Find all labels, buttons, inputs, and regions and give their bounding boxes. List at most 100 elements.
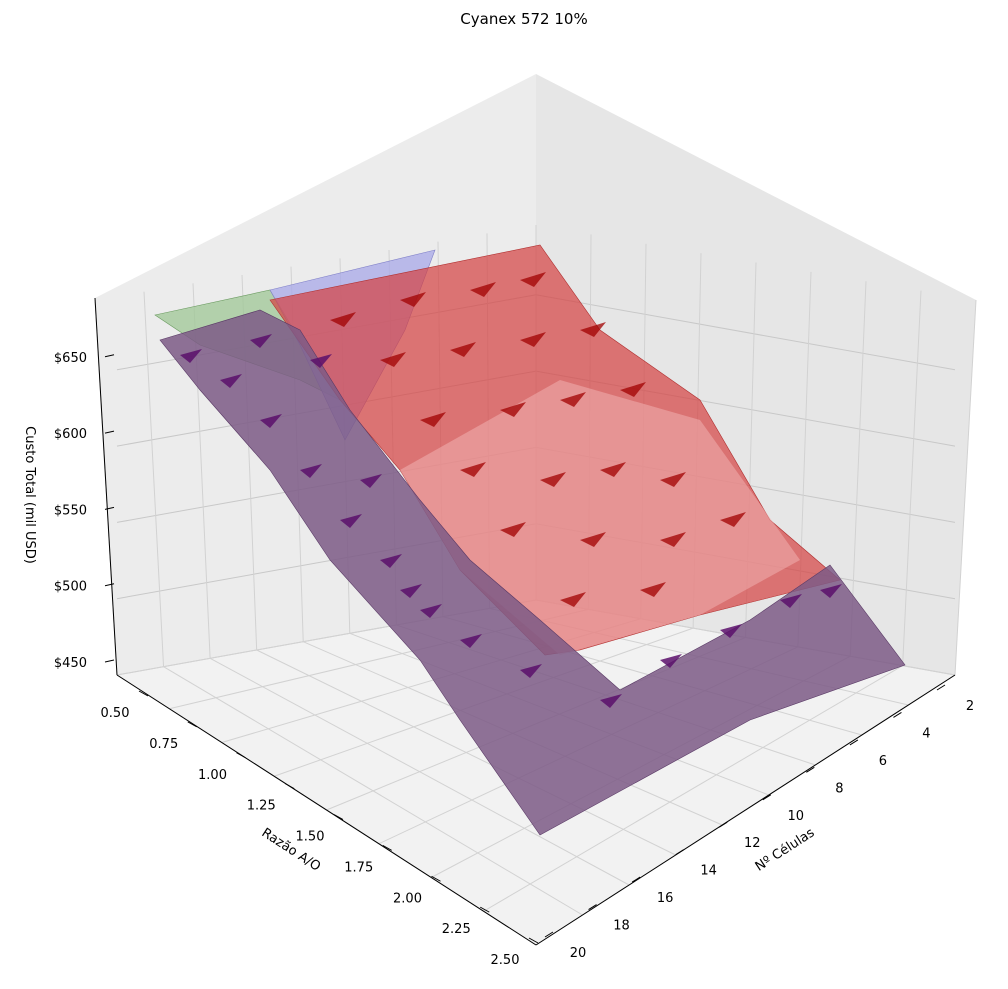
x-tick-mark	[849, 739, 859, 746]
purple-noise-patch	[380, 554, 402, 568]
z-tick-mark	[104, 354, 115, 358]
x-tick-mark	[588, 904, 597, 910]
x-tick-label: 14	[700, 864, 717, 879]
y-tick-label: 2.50	[491, 953, 520, 968]
red-noise-patch	[540, 472, 566, 487]
x-tick-mark	[936, 684, 946, 691]
red-noise-patch	[450, 342, 476, 357]
y-axis-line	[116, 674, 537, 946]
red-noise-patch	[520, 272, 546, 287]
tick-labels: $450 $500 $550 $600 $650 0.50 0.75 1.00 1.25 1.50…	[54, 351, 974, 968]
x-tick-label: 20	[570, 946, 587, 961]
red-noise-patch	[420, 412, 446, 427]
x-tick-label: 4	[922, 726, 930, 741]
purple-noise-patch	[820, 584, 842, 598]
red-noise-patch	[330, 312, 356, 327]
red-noise-patch	[640, 582, 666, 597]
x-tick-label: 2	[966, 699, 974, 714]
red-noise-patch	[520, 332, 546, 347]
x-tick-mark	[893, 712, 902, 718]
surface-purple	[159, 309, 906, 836]
red-noise-patch	[560, 592, 586, 607]
x-tick-mark	[806, 766, 815, 773]
x-tick-label: 6	[879, 754, 887, 769]
purple-noise-patch	[720, 624, 742, 638]
x-tick-mark	[762, 794, 772, 801]
x-wall-grid	[143, 291, 165, 667]
red-noise-patch	[560, 392, 586, 407]
x-tick-label: 18	[613, 919, 630, 934]
red-noise-patch	[470, 282, 496, 297]
x-axis-line	[535, 674, 956, 946]
z-tick-label: $500	[54, 580, 87, 595]
red-noise-patch	[400, 292, 426, 307]
purple-noise-patch	[180, 349, 202, 363]
x-tick-label: 12	[744, 836, 761, 851]
purple-noise-patch	[300, 464, 322, 478]
y-wall-grid	[849, 281, 867, 657]
z-axis-line	[94, 297, 118, 676]
purple-noise-patch	[220, 374, 242, 388]
red-noise-patch	[580, 322, 606, 337]
axes	[94, 297, 956, 946]
y-tick-mark	[382, 844, 392, 851]
x-tick-label: 16	[657, 891, 674, 906]
purple-noise-patch	[460, 634, 482, 648]
x-grid-line	[256, 649, 676, 856]
purple-noise-patch	[250, 334, 272, 348]
red-noise-patch	[620, 382, 646, 397]
purple-noise-patch	[360, 474, 382, 488]
purple-noise-patch	[600, 694, 622, 708]
y-wall-grid	[902, 290, 922, 666]
x-tick-mark	[718, 821, 728, 828]
red-noise-patch	[380, 352, 406, 367]
y-tick-label: 1.75	[344, 860, 373, 875]
red-noise-patch	[720, 512, 746, 527]
z-tick-label: $650	[54, 351, 87, 366]
red-noise-patch	[660, 472, 686, 487]
y-tick-label: 1.25	[247, 799, 276, 814]
purple-noise-patch	[310, 354, 332, 368]
red-noise-patch	[660, 532, 686, 547]
y-tick-mark	[431, 875, 441, 882]
z-tick-label: $450	[54, 656, 87, 671]
purple-noise-patch	[260, 414, 282, 428]
z-tick-mark	[104, 659, 115, 663]
y-tick-mark	[285, 783, 295, 790]
red-noise-patch	[500, 402, 526, 417]
y-tick-mark	[187, 721, 197, 728]
red-noise-patch	[500, 522, 526, 537]
z-tick-label: $550	[54, 503, 87, 518]
y-tick-mark	[333, 814, 344, 820]
y-tick-label: 2.25	[442, 922, 471, 937]
y-tick-mark	[236, 752, 246, 759]
x-grid-line	[163, 666, 583, 916]
y-tick-label: 1.00	[198, 768, 227, 783]
red-noise-patch	[600, 462, 626, 477]
x-axis-title: Nº Células	[753, 825, 818, 874]
z-tick-mark	[104, 430, 115, 434]
z-axis-title: Custo Total (mil USD)	[22, 426, 37, 564]
y-tick-label: 0.75	[149, 737, 178, 752]
x-tick-label: 10	[788, 809, 805, 824]
y-tick-label: 0.50	[101, 706, 130, 721]
y-tick-mark	[138, 690, 149, 697]
y-tick-mark	[480, 906, 490, 913]
x-tick-mark	[675, 849, 684, 856]
x-grid-line	[209, 657, 630, 886]
y-grid-line	[483, 665, 903, 912]
red-noise-patch	[580, 532, 606, 547]
purple-noise-patch	[520, 664, 542, 678]
surfaces	[154, 244, 906, 836]
purple-noise-patch	[660, 654, 682, 668]
z-tick-label: $600	[54, 427, 87, 442]
z-tick-mark	[104, 583, 115, 587]
purple-noise-patch	[420, 604, 442, 618]
red-noise-patch	[460, 462, 486, 477]
x-tick-mark	[544, 931, 554, 938]
y-tick-label: 2.00	[393, 891, 422, 906]
purple-noise-patch	[400, 584, 422, 598]
x-tick-label: 8	[835, 781, 843, 796]
x-tick-mark	[631, 876, 641, 883]
